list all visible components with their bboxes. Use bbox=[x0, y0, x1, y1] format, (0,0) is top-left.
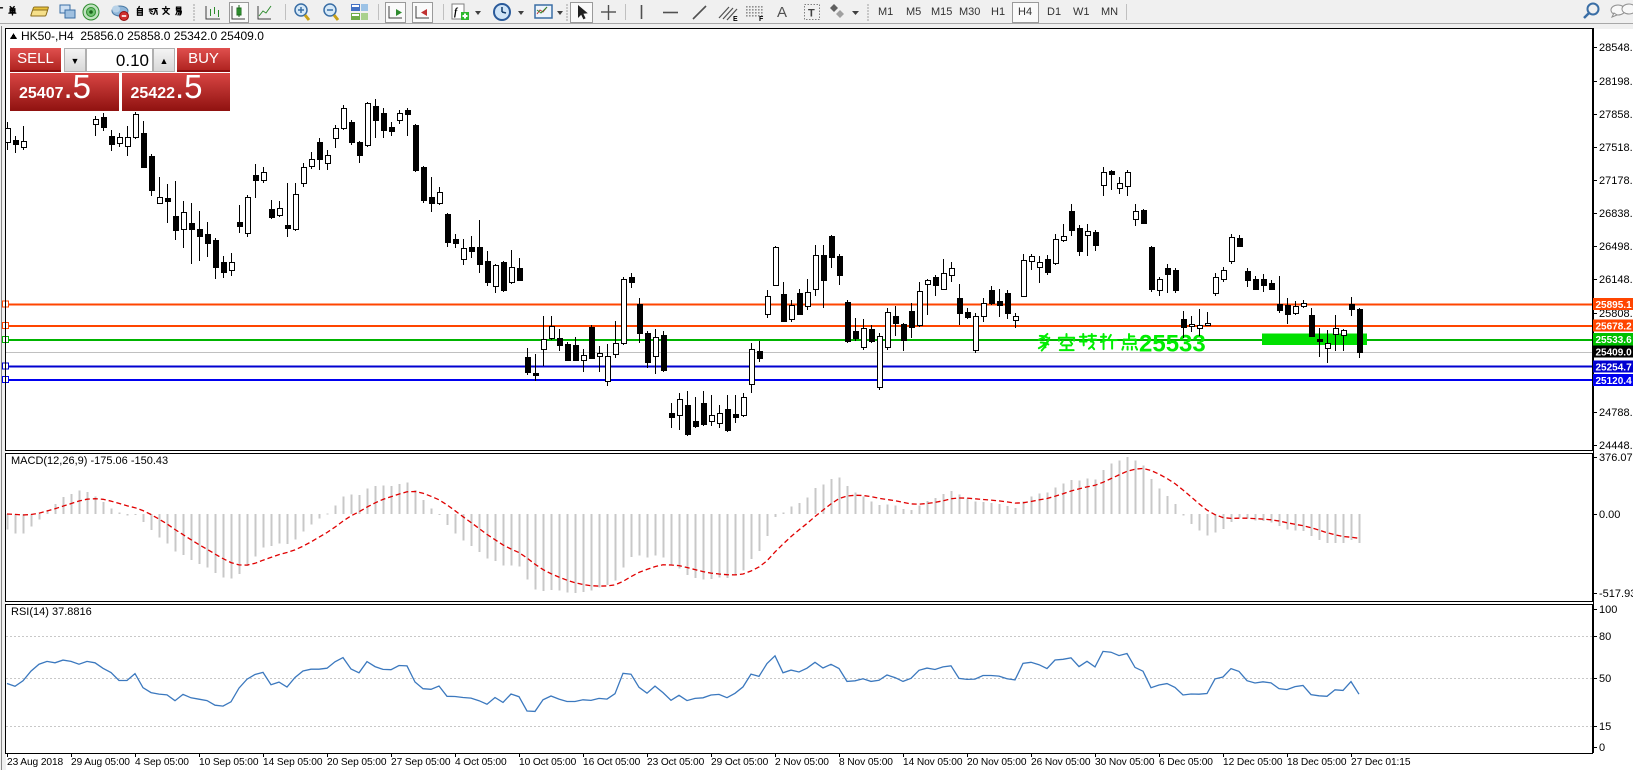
svg-text:T: T bbox=[808, 8, 815, 20]
svg-text:10 Oct 05:00: 10 Oct 05:00 bbox=[519, 757, 577, 768]
svg-text:20 Sep 05:00: 20 Sep 05:00 bbox=[327, 757, 387, 768]
svg-text:27 Sep 05:00: 27 Sep 05:00 bbox=[391, 757, 451, 768]
svg-text:20 Nov 05:00: 20 Nov 05:00 bbox=[967, 757, 1027, 768]
svg-text:29 Aug 05:00: 29 Aug 05:00 bbox=[71, 757, 130, 768]
svg-text:25254.7: 25254.7 bbox=[1596, 363, 1633, 374]
svg-text:27858.0: 27858.0 bbox=[1599, 109, 1633, 121]
svg-text:25678.2: 25678.2 bbox=[1596, 322, 1633, 333]
svg-text:6 Dec 05:00: 6 Dec 05:00 bbox=[1159, 757, 1213, 768]
svg-text:25409.0: 25409.0 bbox=[1596, 348, 1633, 359]
svg-text:376.07: 376.07 bbox=[1599, 452, 1633, 464]
svg-text:26838.0: 26838.0 bbox=[1599, 208, 1633, 220]
svg-text:23 Aug 2018: 23 Aug 2018 bbox=[7, 757, 64, 768]
svg-text:8 Nov 05:00: 8 Nov 05:00 bbox=[839, 757, 893, 768]
svg-text:0: 0 bbox=[1599, 742, 1605, 754]
svg-text:28548.0: 28548.0 bbox=[1599, 42, 1633, 54]
svg-text:25808.0: 25808.0 bbox=[1599, 308, 1633, 320]
svg-text:RSI(14) 37.8816: RSI(14) 37.8816 bbox=[11, 606, 92, 618]
svg-text:27178.0: 27178.0 bbox=[1599, 175, 1633, 187]
svg-text:14 Nov 05:00: 14 Nov 05:00 bbox=[903, 757, 963, 768]
svg-text:4 Sep 05:00: 4 Sep 05:00 bbox=[135, 757, 189, 768]
svg-text:25533: 25533 bbox=[1139, 331, 1206, 358]
svg-text:80: 80 bbox=[1599, 631, 1611, 643]
svg-text:25895.1: 25895.1 bbox=[1596, 300, 1633, 311]
svg-text:0.00: 0.00 bbox=[1599, 509, 1620, 521]
svg-text:27518.0: 27518.0 bbox=[1599, 142, 1633, 154]
svg-text:30 Nov 05:00: 30 Nov 05:00 bbox=[1095, 757, 1155, 768]
svg-text:-517.93: -517.93 bbox=[1599, 588, 1633, 600]
svg-text:25533.6: 25533.6 bbox=[1596, 335, 1633, 346]
svg-text:HK50-,H4 25856.0 25858.0 2534: HK50-,H4 25856.0 25858.0 25342.0 25409.0 bbox=[21, 29, 264, 43]
svg-text:16 Oct 05:00: 16 Oct 05:00 bbox=[583, 757, 641, 768]
svg-text:10 Sep 05:00: 10 Sep 05:00 bbox=[199, 757, 259, 768]
svg-text:f: f bbox=[454, 7, 459, 18]
svg-text:26 Nov 05:00: 26 Nov 05:00 bbox=[1031, 757, 1091, 768]
svg-text:MACD(12,26,9) -175.06 -150.43: MACD(12,26,9) -175.06 -150.43 bbox=[11, 455, 168, 467]
svg-text:27 Dec 01:15: 27 Dec 01:15 bbox=[1351, 757, 1411, 768]
svg-text:29 Oct 05:00: 29 Oct 05:00 bbox=[711, 757, 769, 768]
svg-text:23 Oct 05:00: 23 Oct 05:00 bbox=[647, 757, 705, 768]
svg-text:100: 100 bbox=[1599, 604, 1617, 616]
svg-text:2 Nov 05:00: 2 Nov 05:00 bbox=[775, 757, 829, 768]
svg-text:24448.0: 24448.0 bbox=[1599, 440, 1633, 452]
svg-text:25120.4: 25120.4 bbox=[1596, 376, 1633, 387]
svg-text:50: 50 bbox=[1599, 673, 1611, 685]
svg-text:26498.0: 26498.0 bbox=[1599, 241, 1633, 253]
svg-text:18 Dec 05:00: 18 Dec 05:00 bbox=[1287, 757, 1347, 768]
svg-text:12 Dec 05:00: 12 Dec 05:00 bbox=[1223, 757, 1283, 768]
svg-text:A: A bbox=[777, 4, 787, 21]
svg-text:26148.0: 26148.0 bbox=[1599, 274, 1633, 286]
svg-text:28198.0: 28198.0 bbox=[1599, 76, 1633, 88]
svg-text:15: 15 bbox=[1599, 721, 1611, 733]
svg-text:14 Sep 05:00: 14 Sep 05:00 bbox=[263, 757, 323, 768]
svg-text:4 Oct 05:00: 4 Oct 05:00 bbox=[455, 757, 507, 768]
svg-text:F: F bbox=[759, 16, 764, 23]
svg-text:E: E bbox=[733, 16, 738, 23]
svg-text:24788.0: 24788.0 bbox=[1599, 407, 1633, 419]
